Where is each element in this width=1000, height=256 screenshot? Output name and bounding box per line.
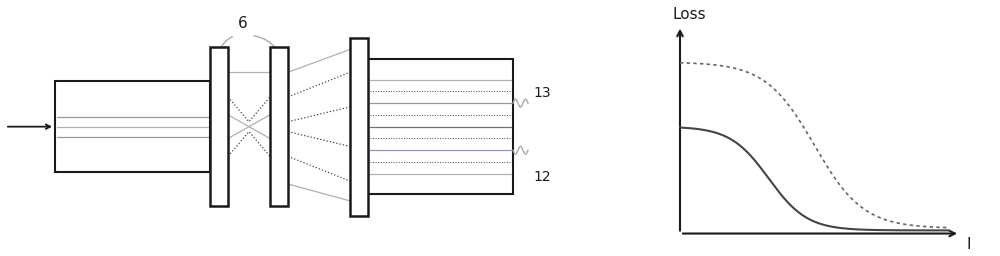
Bar (55, 81, 210, 172)
Bar (368, 59, 513, 194)
Text: Loss: Loss (672, 7, 706, 22)
Text: 6: 6 (238, 16, 248, 31)
Text: 12: 12 (533, 170, 551, 184)
Text: I: I (966, 238, 970, 252)
Text: 13: 13 (533, 86, 551, 100)
Bar (350, 38, 368, 216)
Bar (270, 48, 288, 206)
Bar (210, 48, 228, 206)
